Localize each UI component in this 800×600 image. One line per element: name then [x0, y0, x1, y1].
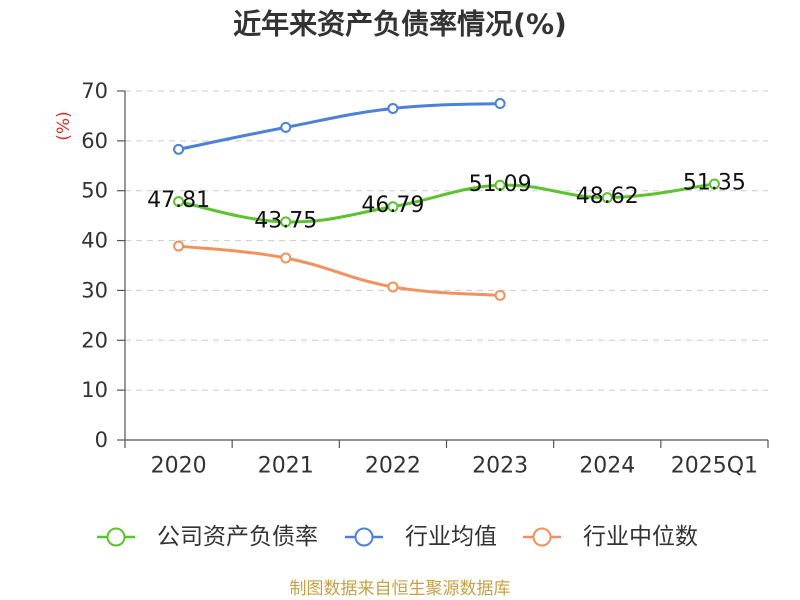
x-tick-label-2020: 2020	[151, 454, 207, 479]
y-tick-label-60: 60	[81, 129, 108, 153]
company-debt-ratio-point-2022	[387, 201, 399, 213]
legend-marker-company-debt-ratio	[106, 527, 126, 547]
industry-average-point-2022	[387, 102, 399, 114]
y-tick-label-10: 10	[81, 378, 108, 402]
legend-item-industry-average[interactable]: 行业均值	[345, 524, 497, 550]
source-note: 制图数据来自恒生聚源数据库	[290, 579, 511, 599]
industry-median-point-2021	[280, 252, 292, 264]
y-tick-label-0: 0	[95, 428, 108, 452]
legend: 公司资产负债率 行业均值 行业中位数	[97, 524, 698, 550]
industry-average-point-2020	[173, 143, 185, 155]
x-tick-label-2023: 2023	[472, 454, 528, 479]
series-points	[173, 97, 720, 301]
legend-item-company-debt-ratio[interactable]: 公司资产负债率	[97, 524, 318, 550]
gridlines	[125, 90, 768, 391]
legend-label-company-debt-ratio: 公司资产负债率	[157, 524, 318, 550]
legend-item-industry-median[interactable]: 行业中位数	[523, 524, 698, 550]
industry-average-point-2021	[280, 121, 292, 133]
company-debt-ratio-point-2021	[280, 216, 292, 228]
data-labels: 47.81 43.75 46.79 51.09 48.62 51.35	[147, 170, 746, 233]
legend-marker-industry-median	[532, 527, 552, 547]
company-debt-ratio-point-2024	[601, 192, 613, 204]
x-tick-label-2021: 2021	[258, 454, 314, 479]
company-debt-ratio-label-2022: 46.79	[361, 193, 424, 218]
y-tick-label-50: 50	[81, 179, 108, 203]
industry-median-line	[177, 244, 502, 297]
y-tick-label-70: 70	[81, 79, 108, 103]
industry-median-point-2020	[173, 240, 185, 252]
legend-marker-industry-average	[354, 527, 374, 547]
y-tick-label-30: 30	[81, 278, 108, 302]
industry-median-point-2022	[387, 281, 399, 293]
x-tick-label-2024: 2024	[579, 454, 635, 479]
industry-average-point-2023	[494, 97, 506, 109]
company-debt-ratio-label-2020: 47.81	[147, 188, 210, 213]
series-lines	[177, 101, 716, 297]
company-debt-ratio-point-2025Q1	[708, 178, 720, 190]
company-debt-ratio-label-2024: 48.62	[576, 184, 639, 209]
x-tick-label-2022: 2022	[365, 454, 421, 479]
y-axis-label: (%)	[54, 111, 74, 140]
industry-median-point-2023	[494, 289, 506, 301]
y-tick-label-20: 20	[81, 328, 108, 352]
company-debt-ratio-label-2023: 51.09	[469, 172, 532, 197]
legend-label-industry-median: 行业中位数	[583, 524, 698, 550]
company-debt-ratio-point-2020	[173, 196, 185, 208]
company-debt-ratio-label-2021: 43.75	[254, 208, 317, 233]
legend-label-industry-average: 行业均值	[405, 524, 497, 550]
axes: 0 10 20 30 40 50 60 70 2020 2021 2022 2023 2024 2025Q…	[81, 79, 769, 479]
x-tick-label-2025Q1: 2025Q1	[671, 454, 758, 479]
industry-average-line	[177, 101, 502, 151]
company-debt-ratio-label-2025Q1: 51.35	[683, 170, 746, 195]
company-debt-ratio-line	[177, 182, 716, 224]
company-debt-ratio-point-2023	[494, 179, 506, 191]
y-tick-label-40: 40	[81, 229, 108, 253]
chart-title: 近年来资产负债率情况(%)	[233, 8, 567, 41]
